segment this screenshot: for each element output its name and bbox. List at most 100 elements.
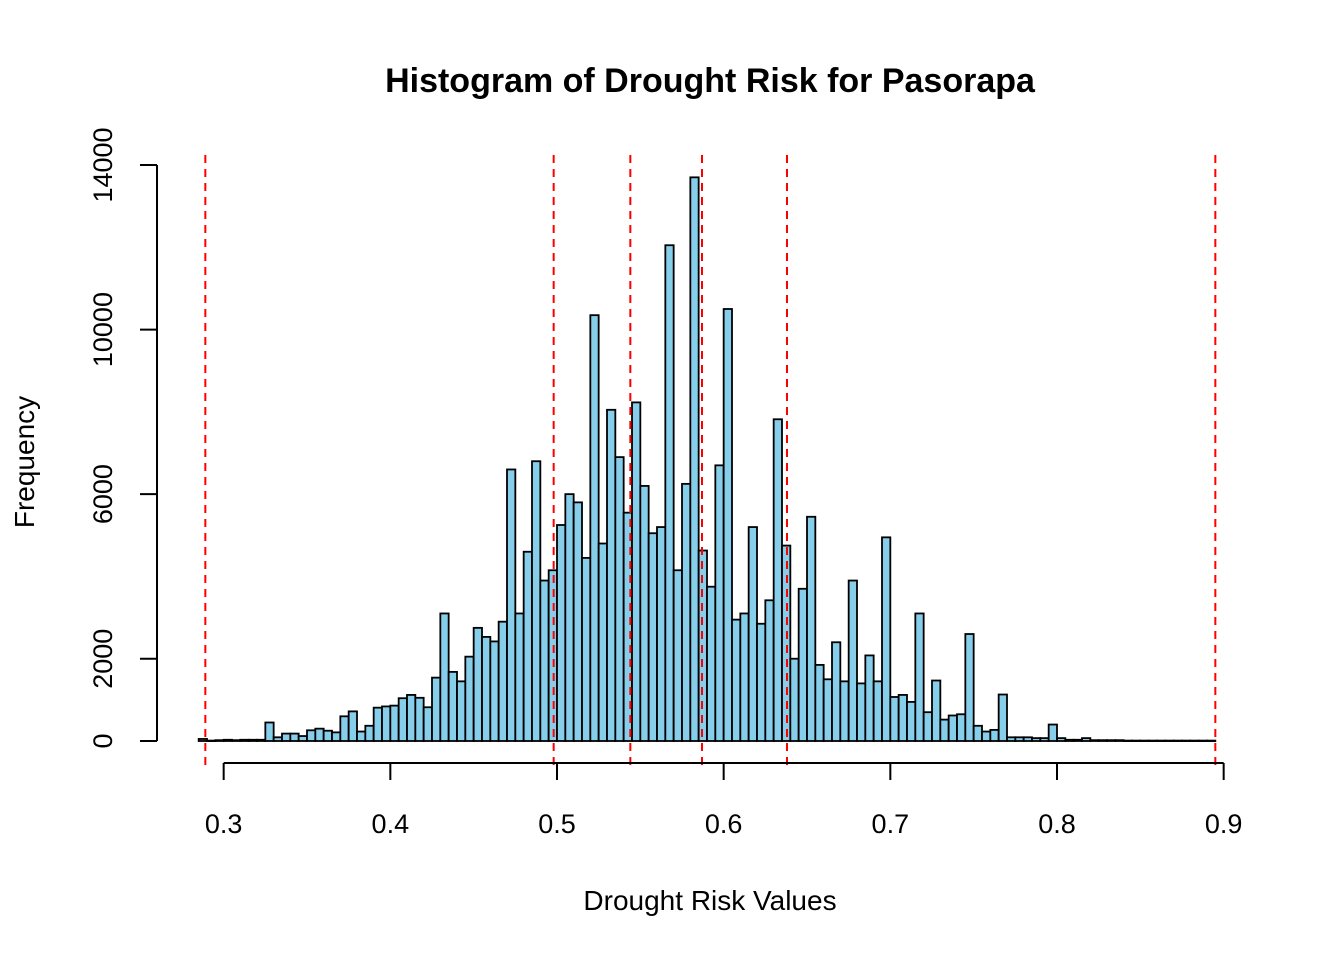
x-tick-label: 0.7: [872, 809, 910, 839]
histogram-bar: [1039, 737, 1050, 742]
histogram-bar: [1006, 736, 1017, 742]
histogram-bar: [606, 408, 617, 742]
histogram-bar: [422, 706, 433, 742]
histogram-bar: [264, 721, 275, 742]
histogram-bar: [597, 542, 608, 742]
histogram-bar: [289, 732, 300, 742]
histogram-bar: [889, 696, 900, 742]
histogram-bar: [864, 654, 875, 742]
histogram-bar: [1197, 739, 1208, 742]
histogram-bar: [247, 738, 258, 742]
histogram-bar: [656, 526, 667, 742]
histogram-bar: [731, 618, 742, 742]
histogram-bar: [464, 655, 475, 742]
histogram-bar: [339, 715, 350, 742]
reference-lines: [204, 155, 1217, 765]
histogram-bar: [506, 468, 517, 742]
histogram-bar: [997, 693, 1008, 742]
histogram-bar: [222, 738, 233, 742]
histogram-bar: [639, 485, 650, 742]
histogram-bar: [389, 704, 400, 742]
x-tick-label: 0.8: [1038, 809, 1076, 839]
histogram-bar: [414, 696, 425, 742]
histogram-bar: [931, 679, 942, 742]
histogram-bar: [331, 731, 342, 742]
histogram-bar: [781, 544, 792, 742]
histogram-bar: [381, 705, 392, 742]
histogram-bar: [989, 728, 1000, 742]
histogram-bar: [764, 599, 775, 742]
histogram-bar: [856, 682, 867, 742]
histogram-bar: [1022, 736, 1033, 742]
histogram-bar: [214, 739, 225, 742]
histogram-bar: [706, 585, 717, 742]
histogram-bar: [256, 738, 267, 742]
histogram-bar: [406, 694, 417, 742]
histogram-bar: [1206, 739, 1217, 742]
histogram-bar: [397, 697, 408, 742]
histogram-bar: [681, 482, 692, 742]
histogram-bar: [1164, 739, 1175, 742]
histogram-bar: [881, 536, 892, 742]
histogram-bar: [939, 718, 950, 742]
histogram-bar: [1014, 736, 1025, 742]
histogram-bar: [1122, 739, 1133, 742]
histogram-bar: [647, 532, 658, 742]
histogram-bar: [806, 515, 817, 742]
histogram-bar: [797, 587, 808, 742]
histogram-bar: [922, 711, 933, 742]
histogram-bar: [472, 626, 483, 742]
histogram-bars: [197, 176, 1217, 742]
histogram-bar: [839, 680, 850, 742]
histogram-bar: [306, 729, 317, 742]
histogram-bar: [947, 714, 958, 742]
x-tick-label: 0.9: [1205, 809, 1243, 839]
y-tick-label: 10000: [88, 292, 118, 367]
histogram-bar: [964, 633, 975, 742]
histogram-bar: [897, 694, 908, 742]
histogram-bar: [814, 663, 825, 742]
histogram-bar: [1181, 739, 1192, 742]
histogram-bar: [1031, 737, 1042, 742]
histogram-bar: [981, 730, 992, 742]
histogram-bar: [564, 493, 575, 742]
histogram-bar: [1089, 739, 1100, 742]
histogram-bar: [672, 569, 683, 742]
histogram-bar: [231, 739, 242, 742]
x-tick-label: 0.3: [205, 809, 243, 839]
histogram-bar: [272, 736, 283, 742]
histogram-bar: [572, 501, 583, 742]
histogram-bar: [756, 622, 767, 742]
histogram-bar: [689, 176, 700, 742]
histogram-bar: [831, 641, 842, 742]
histogram-bar: [906, 701, 917, 742]
histogram-bar: [1172, 739, 1183, 742]
histogram-bar: [914, 612, 925, 742]
histogram-bar: [481, 636, 492, 742]
histogram-bar: [581, 557, 592, 742]
histogram-bar: [1139, 739, 1150, 742]
histogram-bar: [197, 738, 208, 742]
histogram-bar: [497, 620, 508, 742]
histogram-bar: [1072, 738, 1083, 742]
histogram-bar: [1114, 739, 1125, 742]
x-tick-label: 0.5: [538, 809, 576, 839]
histogram-bar: [847, 579, 858, 742]
histogram-bar: [1097, 739, 1108, 742]
histogram-bar: [714, 464, 725, 742]
histogram-bar: [1106, 739, 1117, 742]
histogram-bar: [439, 612, 450, 742]
histogram-bar: [1047, 723, 1058, 742]
y-tick-label: 0: [88, 733, 118, 748]
histogram-bar: [956, 713, 967, 742]
histogram-bar: [347, 710, 358, 742]
x-tick-label: 0.4: [372, 809, 410, 839]
histogram-bar: [739, 612, 750, 742]
histogram-bar: [822, 678, 833, 742]
histogram-bar: [1131, 739, 1142, 742]
histogram-bar: [372, 706, 383, 742]
histogram-bar: [1156, 739, 1167, 742]
x-axis: 0.3 0.4 0.5 0.6 0.7 0.8 0.9: [205, 762, 1243, 839]
histogram-bar: [556, 524, 567, 742]
y-tick-label: 2000: [88, 629, 118, 689]
